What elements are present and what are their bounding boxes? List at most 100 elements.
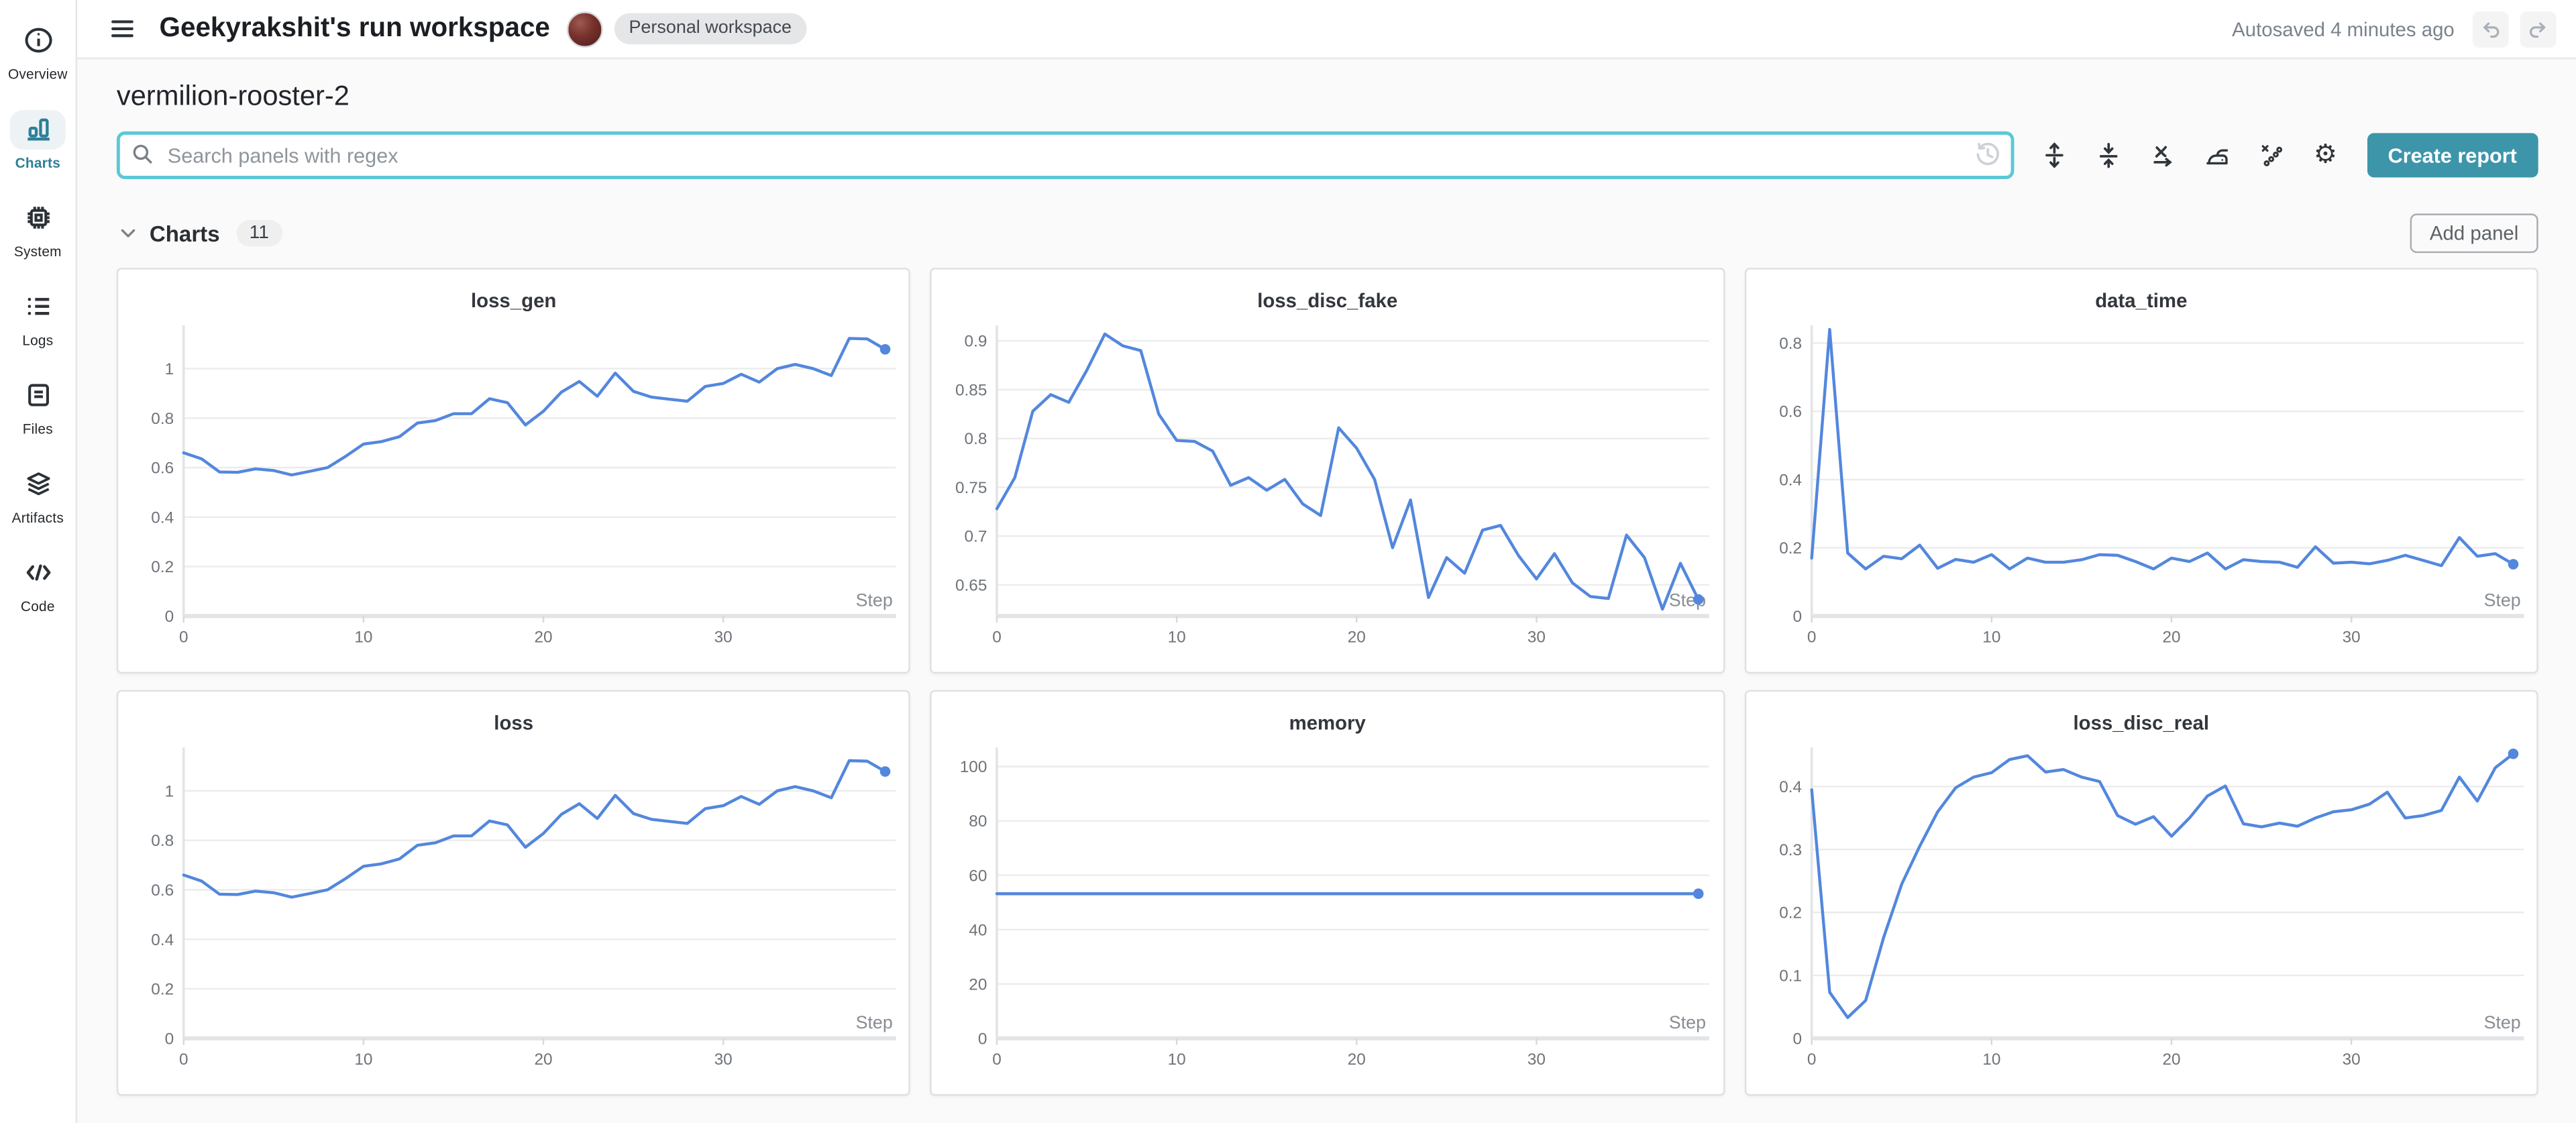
svg-text:0.4: 0.4 xyxy=(151,509,174,527)
svg-text:0: 0 xyxy=(1807,628,1816,646)
svg-text:30: 30 xyxy=(2342,1051,2360,1069)
svg-text:30: 30 xyxy=(714,628,733,646)
chart-title: loss_gen xyxy=(470,289,557,313)
svg-text:80: 80 xyxy=(969,812,987,831)
sidebar-item-code[interactable]: Code xyxy=(0,539,76,627)
sidebar-item-charts[interactable]: Charts xyxy=(0,95,76,184)
svg-text:0.6: 0.6 xyxy=(151,460,174,478)
svg-text:0: 0 xyxy=(165,608,174,626)
add-panel-button[interactable]: Add panel xyxy=(2410,213,2538,254)
sidebar-item-label: Code xyxy=(20,597,55,614)
chart-panel-loss-disc-real[interactable]: loss_disc_real 0 0.1 0.2 0.3 0.4 0 10 20 30 Step xyxy=(1743,690,2538,1096)
svg-text:20: 20 xyxy=(534,1051,552,1069)
chart-title: memory xyxy=(1289,711,1366,735)
info-icon xyxy=(10,21,66,60)
main-content: vermilion-rooster-2 xyxy=(77,59,2576,1123)
chart-panel-memory[interactable]: memory 0 20 40 60 80 100 0 10 20 30 Step xyxy=(930,690,1725,1096)
chevron-down-icon[interactable] xyxy=(117,222,140,245)
hamburger-menu-icon[interactable] xyxy=(102,9,142,48)
create-report-button[interactable]: Create report xyxy=(2366,133,2538,178)
svg-text:0.6: 0.6 xyxy=(151,881,174,900)
chart-title: loss_disc_real xyxy=(2073,711,2210,735)
clock-history-icon[interactable] xyxy=(1972,140,2002,177)
svg-text:10: 10 xyxy=(1982,1051,2000,1069)
svg-text:10: 10 xyxy=(354,1051,372,1069)
sidebar-item-label: Files xyxy=(22,419,53,437)
charts-section-title[interactable]: Charts xyxy=(149,221,220,246)
sidebar-item-label: System xyxy=(13,242,62,259)
x-axis-icon[interactable] xyxy=(2141,134,2184,177)
sidebar-item-artifacts[interactable]: Artifacts xyxy=(0,450,76,539)
sidebar-item-files[interactable]: Files xyxy=(0,362,76,450)
document-icon xyxy=(10,376,66,415)
sidebar-item-label: Artifacts xyxy=(11,508,64,525)
svg-text:Step: Step xyxy=(2483,1012,2520,1032)
chart-panel-data-time[interactable]: data_time 0 0.2 0.4 0.6 0.8 0 10 20 30 Step xyxy=(1743,268,2538,674)
list-icon xyxy=(10,286,66,326)
workspace-badge[interactable]: Personal workspace xyxy=(614,13,807,45)
svg-text:1: 1 xyxy=(165,360,174,378)
svg-text:30: 30 xyxy=(2342,628,2360,646)
sidebar-item-system[interactable]: System xyxy=(0,184,76,272)
chart-title: data_time xyxy=(2095,289,2188,313)
smoothing-iron-icon[interactable] xyxy=(2196,134,2239,177)
chart-title: loss_disc_fake xyxy=(1257,289,1398,313)
run-name: vermilion-rooster-2 xyxy=(116,81,350,112)
svg-text:20: 20 xyxy=(534,628,552,646)
svg-text:Step: Step xyxy=(856,590,893,610)
chart-panel-loss-gen[interactable]: loss_gen 0 0.2 0.4 0.6 0.8 1 0 10 20 30 Step xyxy=(116,268,911,674)
svg-text:20: 20 xyxy=(969,975,987,994)
code-icon xyxy=(10,553,66,592)
svg-text:1: 1 xyxy=(165,782,174,800)
svg-text:10: 10 xyxy=(1168,1051,1186,1069)
svg-text:0.2: 0.2 xyxy=(1778,539,1801,557)
svg-text:0.2: 0.2 xyxy=(1778,904,1801,922)
svg-text:100: 100 xyxy=(961,758,988,776)
svg-text:20: 20 xyxy=(2162,1051,2180,1069)
chart-panel-loss-disc-fake[interactable]: loss_disc_fake 0.65 0.7 0.75 0.8 0.85 0.9 0 10 2… xyxy=(930,268,1725,674)
redo-button[interactable] xyxy=(2520,10,2557,47)
svg-text:10: 10 xyxy=(354,628,372,646)
svg-text:0.9: 0.9 xyxy=(965,333,987,351)
expand-vertical-icon[interactable] xyxy=(2033,134,2076,177)
svg-text:30: 30 xyxy=(1528,1051,1546,1069)
outliers-icon[interactable] xyxy=(2250,134,2293,177)
cpu-chip-icon xyxy=(10,198,66,237)
sidebar-item-overview[interactable]: Overview xyxy=(0,7,76,95)
svg-text:0.8: 0.8 xyxy=(1778,335,1801,353)
svg-text:10: 10 xyxy=(1168,628,1186,646)
svg-text:0.2: 0.2 xyxy=(151,558,174,576)
panel-toolbar: ⚙ xyxy=(2033,134,2347,177)
left-sidebar: Overview Charts System Logs Files xyxy=(0,0,78,1123)
workspace-title: Geekyrakshit's run workspace xyxy=(159,13,550,43)
svg-text:30: 30 xyxy=(1528,628,1546,646)
sidebar-item-logs[interactable]: Logs xyxy=(0,273,76,362)
svg-text:Step: Step xyxy=(856,1012,893,1032)
svg-text:0: 0 xyxy=(979,1030,988,1048)
top-bar: Geekyrakshit's run workspace Personal wo… xyxy=(77,0,2576,60)
topbar-right-group: Autosaved 4 minutes ago xyxy=(2232,10,2557,47)
user-avatar[interactable] xyxy=(566,10,603,47)
svg-text:0.65: 0.65 xyxy=(956,576,987,594)
charts-count-badge: 11 xyxy=(236,220,282,247)
search-input[interactable] xyxy=(116,131,2014,179)
svg-text:0.8: 0.8 xyxy=(151,832,174,850)
svg-text:0: 0 xyxy=(1807,1051,1816,1069)
settings-gear-icon[interactable]: ⚙ xyxy=(2313,140,2338,169)
svg-text:40: 40 xyxy=(969,921,987,939)
svg-text:0.85: 0.85 xyxy=(956,381,987,399)
svg-text:0: 0 xyxy=(993,1051,1002,1069)
svg-text:0: 0 xyxy=(179,628,189,646)
line-chart: 0 0.1 0.2 0.3 0.4 0 10 20 30 Step xyxy=(1778,747,2524,1069)
line-chart: 0 0.2 0.4 0.6 0.8 0 10 20 30 Step xyxy=(1778,325,2524,647)
chart-panel-loss[interactable]: loss 0 0.2 0.4 0.6 0.8 1 0 10 20 30 Step xyxy=(116,690,911,1096)
collapse-vertical-icon[interactable] xyxy=(2087,134,2130,177)
bar-chart-icon xyxy=(9,109,66,149)
svg-text:0.6: 0.6 xyxy=(1778,403,1801,421)
svg-text:0: 0 xyxy=(993,628,1002,646)
svg-text:Step: Step xyxy=(2483,590,2520,610)
undo-button[interactable] xyxy=(2472,10,2509,47)
